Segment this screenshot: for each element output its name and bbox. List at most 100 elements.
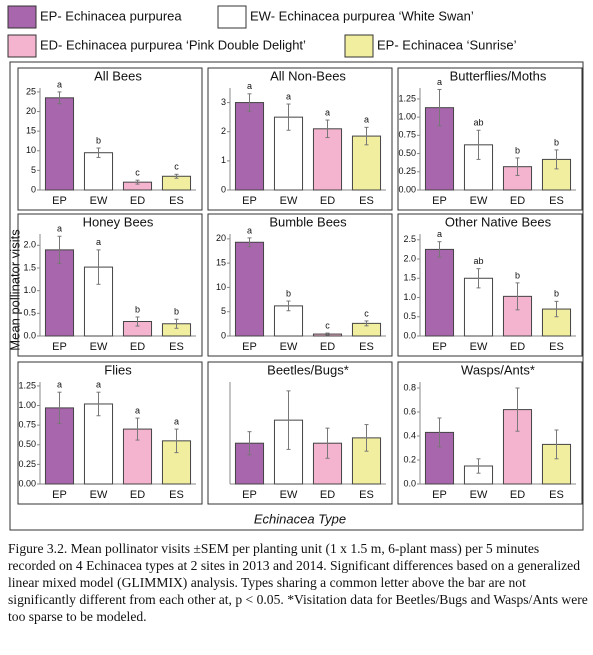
y-tick-label: 15 [26,126,36,136]
legend-swatch [344,34,374,58]
significance-letter: a [364,115,369,125]
y-tick-label: 5 [221,306,226,316]
x-tick-label: ES [549,489,564,501]
y-tick-label: 25 [26,86,36,96]
y-tick-label: 1.0 [403,292,416,302]
y-tick-label: 1.00 [18,400,36,410]
y-tick-label: 1.5 [23,262,36,272]
panel-frame [207,361,393,505]
figure: Mean pollinator visits Echinacea Type EP… [7,5,584,531]
x-tick-label: EW [280,341,298,353]
y-tick-label: 0.0 [23,330,36,340]
x-tick-label: ED [320,489,335,501]
y-tick-label: 0 [221,184,226,194]
significance-letter: a [437,77,442,87]
x-tick-label: ES [359,341,374,353]
x-axis-label: Echinacea Type [254,511,346,526]
y-tick-label: 20 [26,106,36,116]
panel-frame [17,213,203,357]
panel-frame [207,213,393,357]
y-tick-label: 2.0 [403,253,416,263]
x-tick-label: ES [359,489,374,501]
y-tick-label: 1 [221,155,226,165]
x-tick-label: EW [470,195,488,207]
y-tick-label: 0.00 [18,478,36,488]
significance-letter: a [135,405,140,415]
significance-letter: b [554,137,559,147]
y-tick-label: 10 [216,282,226,292]
x-tick-label: ES [169,489,184,501]
x-tick-label: EW [280,489,298,501]
significance-letter: ab [473,118,483,128]
y-tick-label: 0.75 [398,130,416,140]
x-tick-label: EP [52,489,67,501]
y-tick-label: 2 [221,126,226,136]
legend-label: EW- Echinacea purpurea ‘White Swan’ [250,8,474,23]
y-tick-label: 3 [221,97,226,107]
significance-letter: b [174,307,179,317]
panel-frame [207,67,393,211]
y-tick-label: 1.00 [398,112,416,122]
legend-swatch [217,5,247,29]
x-tick-label: ED [130,195,145,207]
x-tick-label: EP [432,341,447,353]
legend-label: EP- Echinacea ‘Sunrise’ [377,37,517,52]
x-tick-label: ES [549,195,564,207]
panel-title: Other Native Bees [445,214,552,229]
y-tick-label: 0.2 [403,454,416,464]
bar [424,248,455,337]
y-tick-label: 0.5 [23,308,36,318]
panel-title: Honey Bees [83,214,154,229]
significance-letter: b [96,135,101,145]
significance-letter: a [437,229,442,239]
y-tick-label: 0.00 [398,184,416,194]
x-tick-label: EP [52,341,67,353]
significance-letter: a [57,79,62,89]
y-tick-label: 0.6 [403,406,416,416]
legend-swatch [7,5,37,29]
figure-frame [9,61,584,531]
panel-frame [17,67,203,211]
panel-title: Wasps/Ants* [461,362,535,377]
y-tick-label: 0.25 [18,459,36,469]
y-tick-label: 0.8 [403,382,416,392]
panel-frame [397,361,583,505]
significance-letter: a [325,107,330,117]
significance-letter: c [364,308,369,318]
bar [234,241,265,337]
y-tick-label: 2.0 [23,240,36,250]
x-tick-label: EW [280,195,298,207]
y-tick-label: 0.50 [18,439,36,449]
x-tick-label: ED [320,195,335,207]
x-tick-label: EW [470,489,488,501]
x-tick-label: ED [510,489,525,501]
x-tick-label: ED [130,489,145,501]
significance-letter: c [325,320,330,330]
legend-swatch [7,34,37,58]
x-tick-label: EW [470,341,488,353]
y-tick-label: 0 [31,184,36,194]
x-tick-label: ES [169,195,184,207]
x-tick-label: ES [359,195,374,207]
panel-title: Flies [104,362,132,377]
y-tick-label: 0.0 [403,478,416,488]
x-tick-label: EW [90,195,108,207]
panel-title: All Non-Bees [270,68,346,83]
bar [83,403,114,485]
significance-letter: a [57,380,62,390]
x-tick-label: ED [320,341,335,353]
bar [44,97,75,191]
significance-letter: a [96,380,101,390]
y-tick-label: 0.25 [398,166,416,176]
bar [234,102,265,191]
significance-letter: a [286,91,291,101]
significance-letter: b [554,289,559,299]
y-tick-label: 20 [216,233,226,243]
panel-frame [397,213,583,357]
panel-title: Bumble Bees [269,214,347,229]
y-tick-label: 0.0 [403,330,416,340]
y-tick-label: 1.5 [403,273,416,283]
x-tick-label: EP [432,489,447,501]
panel-frame [397,67,583,211]
significance-letter: a [247,225,252,235]
